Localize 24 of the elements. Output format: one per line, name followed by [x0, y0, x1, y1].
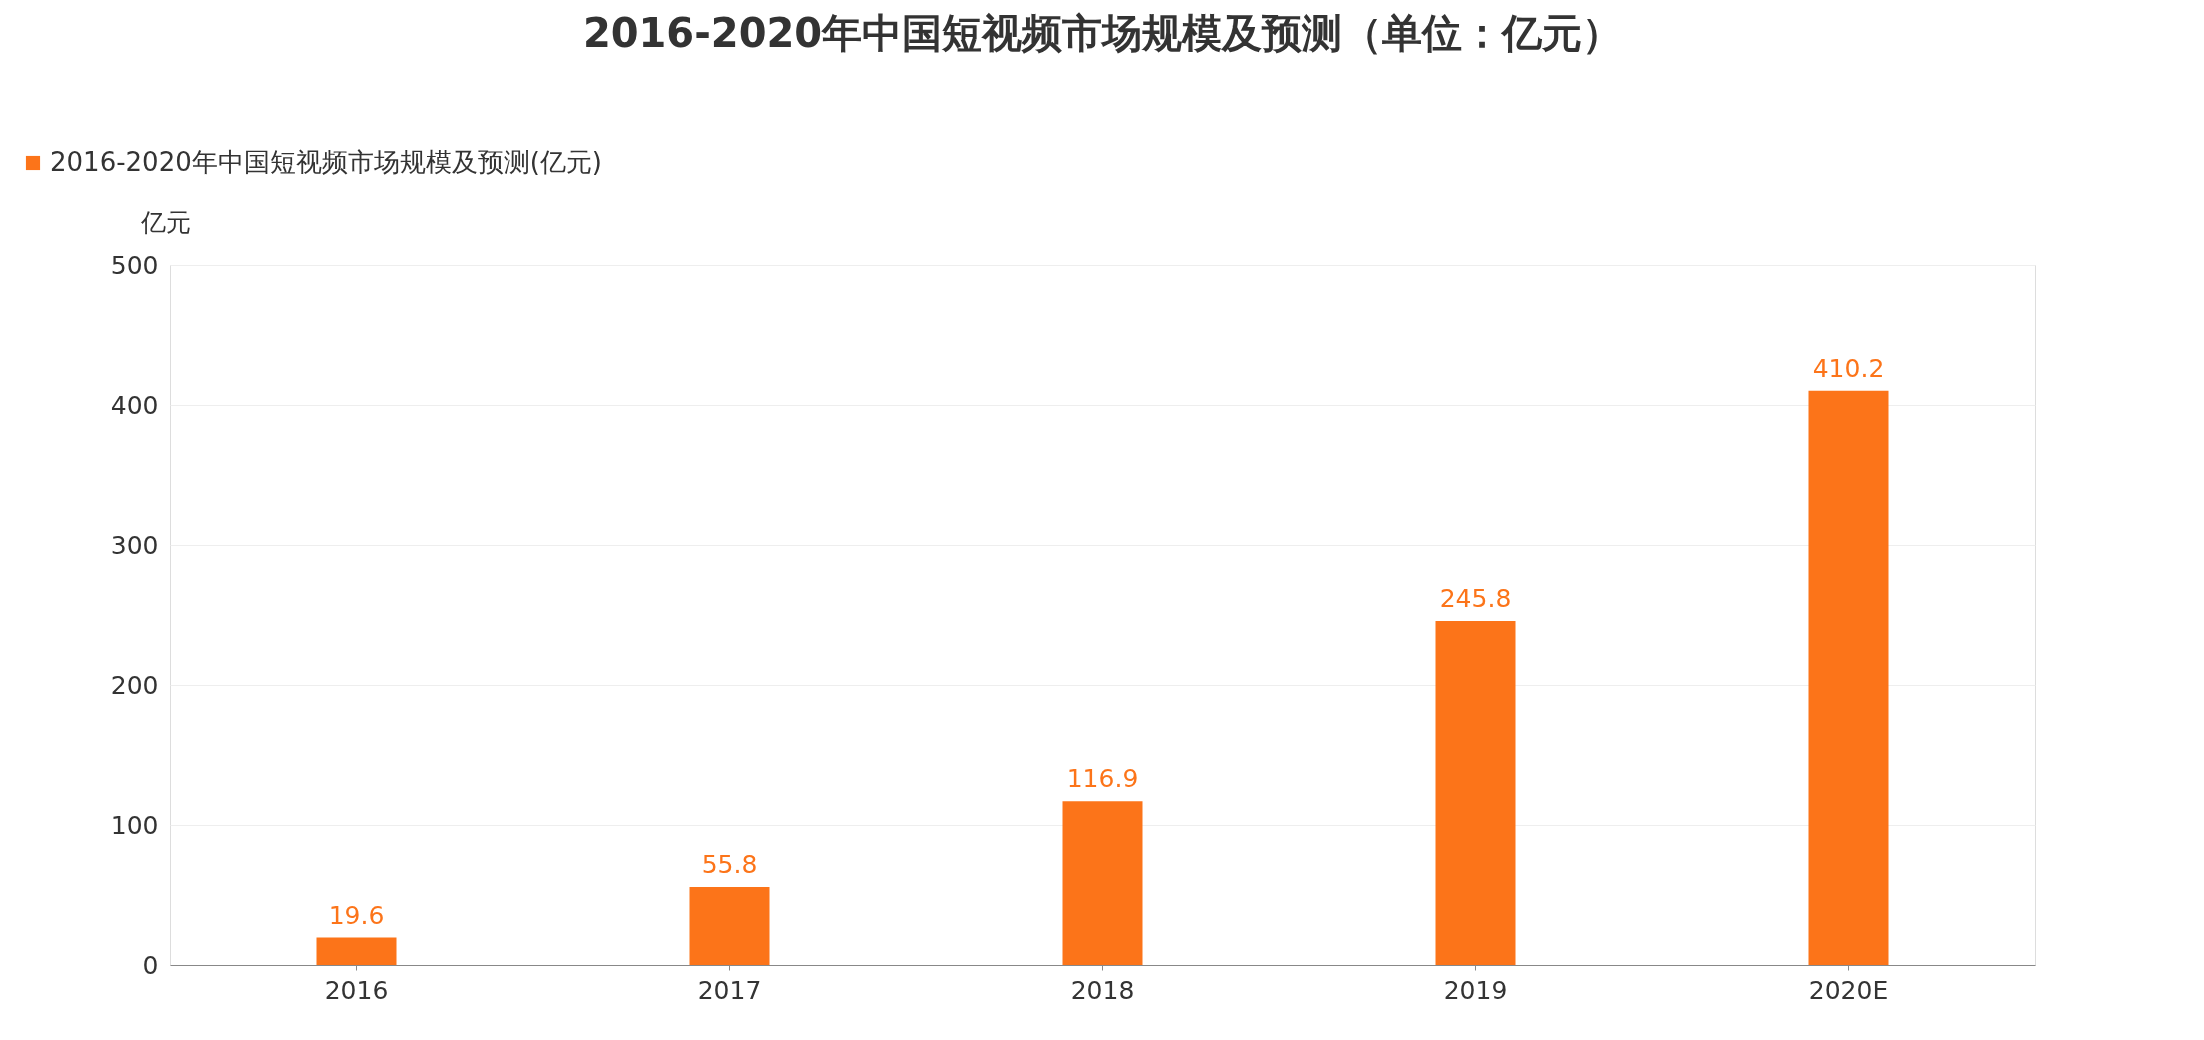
x-tick-label: 2019	[1443, 975, 1508, 1005]
y-tick-label: 0	[142, 950, 159, 980]
x-tick-label: 2016	[324, 975, 389, 1005]
data-label: 116.9	[1066, 764, 1139, 794]
legend-label: 2016-2020年中国短视频市场规模及预测(亿元)	[50, 147, 603, 177]
data-label: 410.2	[1812, 353, 1885, 383]
y-axis-title: 亿元	[139, 207, 191, 237]
data-label: 55.8	[701, 849, 758, 879]
data-label: 245.8	[1439, 583, 1512, 613]
y-tick-label: 200	[110, 670, 159, 700]
x-tick-label: 2017	[697, 975, 762, 1005]
bar	[689, 886, 770, 965]
bar	[316, 937, 397, 965]
x-tick-label: 2018	[1070, 975, 1135, 1005]
y-tick-label: 500	[110, 250, 159, 280]
bar	[1435, 620, 1516, 965]
chart-title: 2016-2020年中国短视频市场规模及预测（单位：亿元）	[582, 10, 1623, 56]
y-tick-label: 100	[110, 810, 159, 840]
bar	[1808, 390, 1889, 965]
y-tick-label: 400	[110, 390, 159, 420]
y-tick-label: 300	[110, 530, 159, 560]
bar	[1062, 801, 1143, 965]
data-label: 19.6	[328, 900, 385, 930]
x-tick-label: 2020E	[1808, 975, 1889, 1005]
